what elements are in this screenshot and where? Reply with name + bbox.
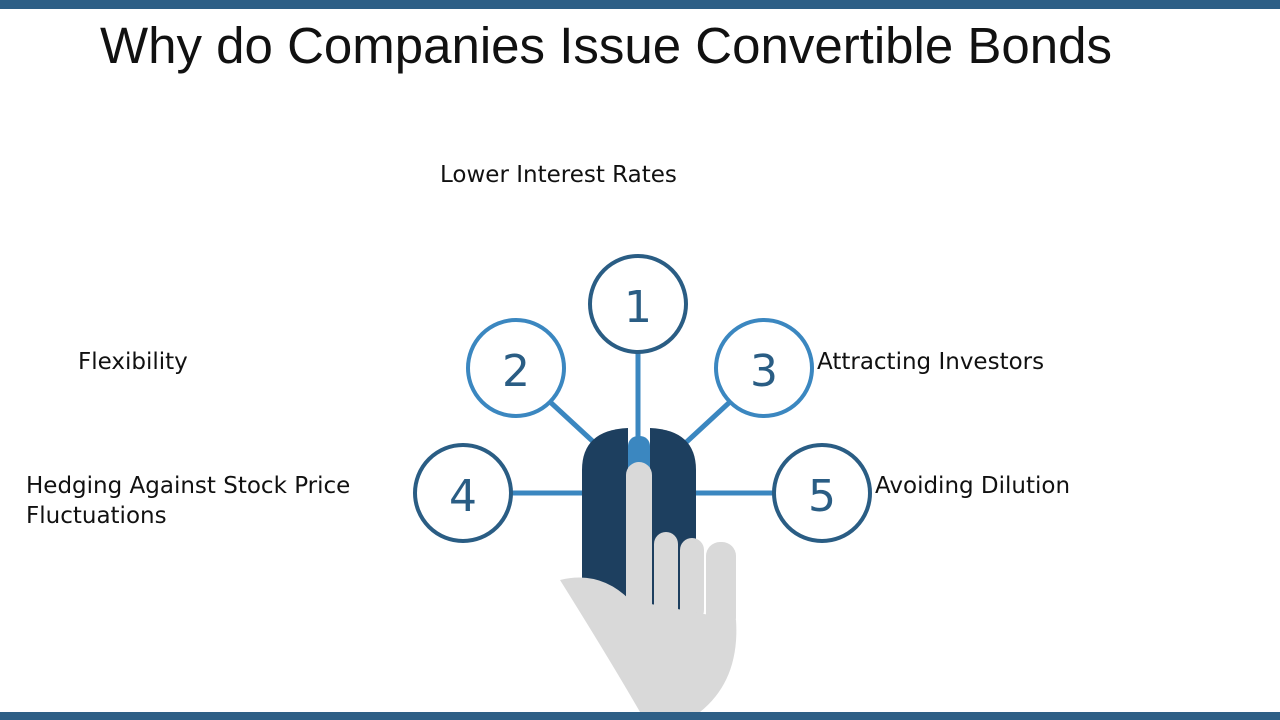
step-circle-2: 2 — [466, 318, 566, 418]
step-number-3: 3 — [750, 346, 778, 397]
step-number-5: 5 — [808, 471, 836, 522]
item-label-3: Attracting Investors — [817, 349, 1045, 375]
pointing-hand-icon — [560, 462, 737, 712]
item-label-5: Avoiding Dilution — [875, 473, 1071, 499]
connector-lines — [510, 349, 777, 496]
step-circle-4: 4 — [413, 443, 513, 543]
connector-2 — [545, 397, 603, 451]
top-accent-bar — [0, 0, 1280, 9]
bottom-accent-bar — [0, 712, 1280, 720]
item-label-4: Hedging Against Stock Price Fluctuations — [26, 473, 351, 529]
step-number-1: 1 — [624, 282, 652, 333]
item-label-1: Lower Interest Rates — [440, 162, 677, 188]
connector-3 — [677, 397, 735, 451]
step-circle-3: 3 — [714, 318, 814, 418]
step-circle-1: 1 — [588, 254, 688, 354]
slide-title: Why do Companies Issue Convertible Bonds — [100, 17, 1113, 74]
step-number-4: 4 — [449, 471, 477, 522]
item-label-2: Flexibility — [78, 349, 188, 375]
step-number-2: 2 — [502, 346, 530, 397]
step-circle-5: 5 — [772, 443, 872, 543]
